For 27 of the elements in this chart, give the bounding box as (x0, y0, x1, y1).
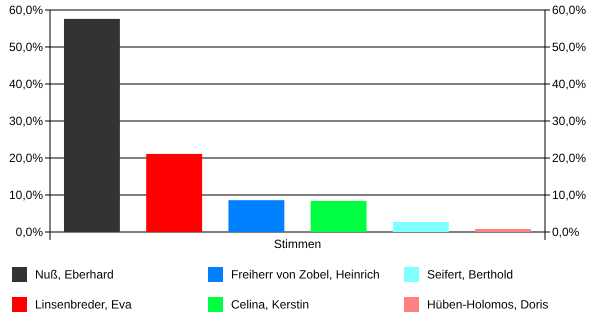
legend-label: Linsenbreder, Eva (35, 298, 132, 312)
x-tick-label: Stimmen (274, 237, 322, 251)
legend-label: Celina, Kerstin (231, 298, 310, 312)
bar (310, 200, 367, 232)
text: 20,0% (552, 150, 586, 165)
y-tick-label: 30,0% (8, 114, 44, 128)
text: 40,0% (552, 76, 586, 91)
y-tick-label: 20,0% (8, 151, 44, 166)
legend-label: Hüben-Holomos, Doris (427, 298, 548, 312)
y-tick-label: 40,0% (8, 77, 44, 92)
text: 50,0% (552, 40, 586, 54)
y-tick-label: 10,0% (8, 188, 44, 202)
legend-label: Freiherr von Zobel, Heinrich (231, 268, 380, 282)
bar (64, 18, 120, 232)
text: 30,0% (552, 114, 586, 128)
text: 10,0% (552, 188, 586, 202)
legend-label: Nuß, Eberhard (35, 268, 114, 282)
bar (146, 154, 202, 232)
legend-label: Seifert, Berthold (427, 268, 514, 282)
y-tick-label: 60,0% (8, 3, 44, 18)
y-tick-label: 50,0% (8, 40, 44, 54)
y-tick-label: 0,0% (16, 225, 44, 240)
bar (228, 200, 284, 232)
text: 0,0% (552, 224, 580, 239)
bar (475, 229, 532, 232)
text: 60,0% (552, 2, 586, 17)
bar (392, 222, 449, 232)
